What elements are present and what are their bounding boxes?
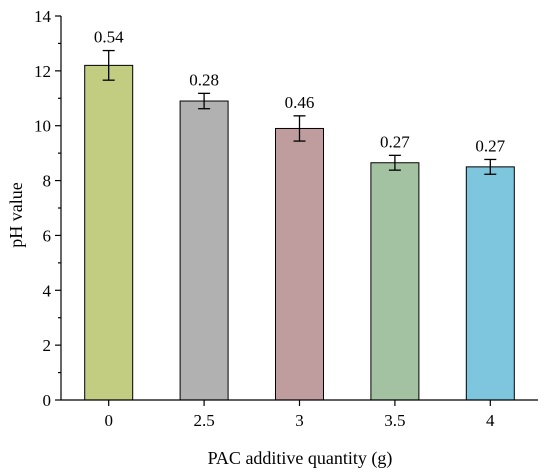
y-tick-label-3: 6 [43,226,52,245]
x-tick-label-1: 2.5 [193,411,214,430]
x-tick-label-2: 3 [295,411,304,430]
y-tick-label-6: 12 [34,62,51,81]
y-tick-label-2: 4 [43,281,52,300]
y-tick-label-4: 8 [43,172,52,191]
y-tick-label-7: 14 [34,7,52,26]
bar-3 [370,162,420,401]
data-label-3: 0.27 [380,132,410,151]
bar-2 [275,127,324,401]
data-label-1: 0.28 [189,70,219,89]
plot-area: 0.54 0.28 0.46 0.27 0.27 0 2 4 6 8 10 12 14 0 2.5 3 3.5 4 [34,7,538,430]
x-tick-label-0: 0 [104,411,113,430]
bar-4 [465,166,515,401]
x-axis-title: PAC additive quantity (g) [208,448,393,469]
y-axis-title: pH value [6,182,26,247]
data-label-2: 0.46 [285,93,315,112]
data-label-0: 0.54 [94,28,124,47]
data-label-4: 0.27 [475,136,505,155]
y-tick-label-1: 2 [43,336,52,355]
y-tick-label-5: 10 [34,117,51,136]
x-tick-label-4: 4 [486,411,495,430]
y-tick-label-0: 0 [43,391,52,410]
x-tick-label-3: 3.5 [384,411,405,430]
bar-1 [179,100,229,401]
bar-0 [84,64,134,401]
